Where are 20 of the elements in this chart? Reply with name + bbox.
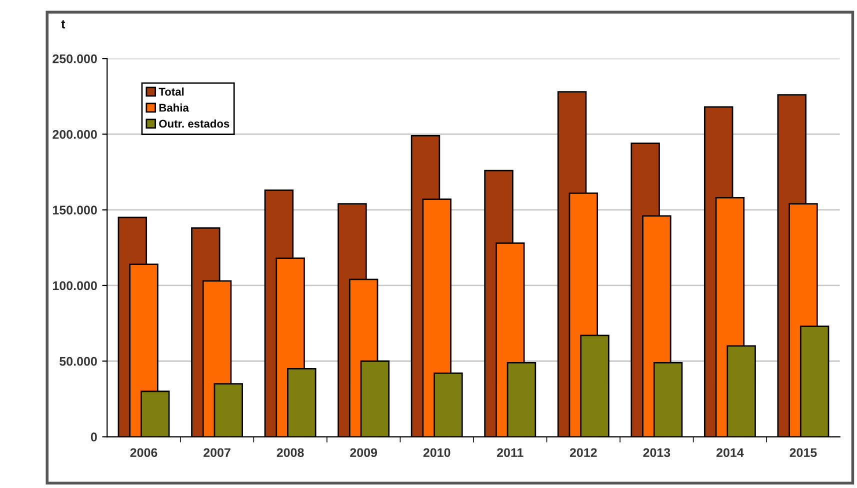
y-tick-label: 250.000 [52, 54, 97, 64]
x-tick-label: 2010 [423, 448, 450, 458]
legend-label: Bahia [159, 104, 189, 112]
y-tick-label: 0 [90, 432, 97, 442]
x-tick-label: 2007 [204, 448, 230, 458]
y-tick-label: 150.000 [53, 206, 97, 214]
y-tick-label: 100.000 [53, 281, 97, 290]
x-tick-label: 2012 [570, 448, 597, 458]
y-tick-label: 50.000 [60, 356, 97, 366]
legend-label: Outr. estados [159, 119, 230, 128]
x-tick-label: 2011 [497, 448, 524, 458]
x-tick-label: 2014 [716, 448, 744, 458]
x-tick-label: 2013 [643, 448, 670, 458]
x-tick-label: 2006 [130, 448, 158, 458]
y-tick-label: 200.000 [52, 130, 97, 139]
legend-label: Total [158, 88, 184, 96]
y-axis-title: t [61, 20, 66, 28]
x-tick-label: 2015 [790, 448, 817, 458]
x-tick-label: 2009 [350, 448, 378, 458]
x-tick-label: 2008 [276, 448, 304, 458]
